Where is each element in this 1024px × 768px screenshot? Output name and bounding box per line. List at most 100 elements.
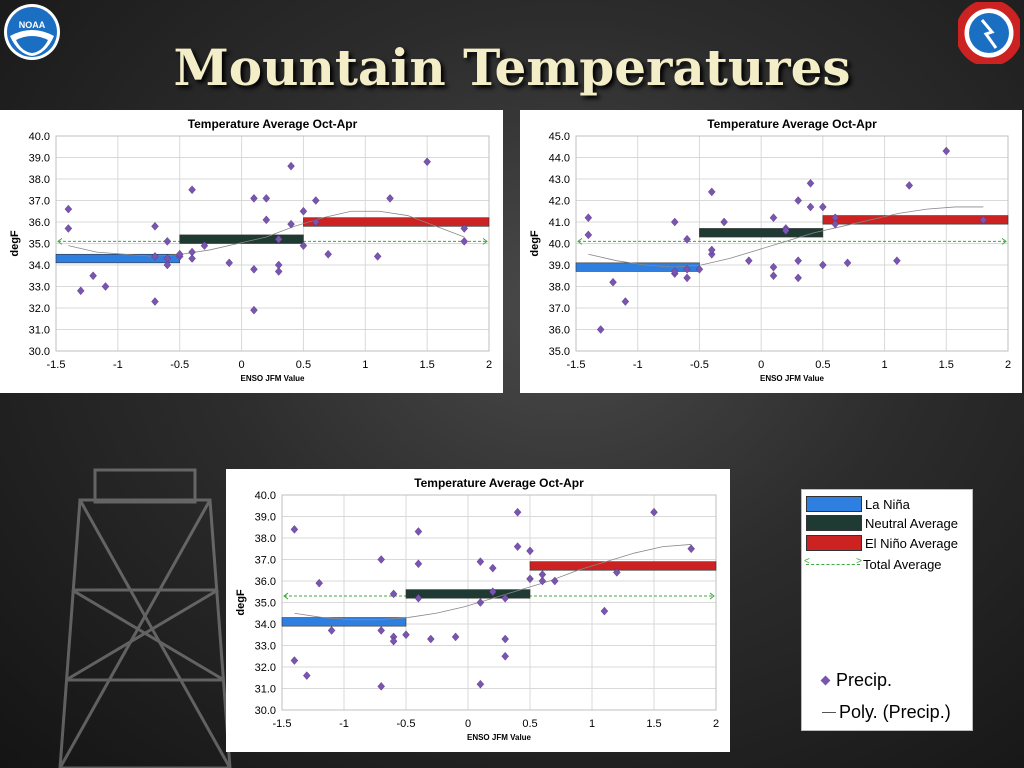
- slide-title: Mountain Temperatures: [173, 38, 851, 97]
- data-point: [389, 589, 398, 599]
- data-point: [414, 527, 423, 536]
- data-point: [489, 587, 497, 597]
- data-point: [794, 273, 802, 283]
- data-point: [250, 305, 258, 315]
- data-point: [893, 256, 901, 266]
- poly-trendline: [588, 206, 984, 268]
- y-tick-label: 30.0: [29, 346, 50, 358]
- y-tick-label: 40.0: [255, 490, 276, 502]
- legend-item-precip: Precip.: [820, 670, 892, 691]
- x-tick-label: 0: [239, 359, 245, 371]
- data-point: [151, 252, 159, 261]
- data-point: [175, 249, 184, 259]
- data-point: [188, 254, 196, 263]
- data-point: [670, 217, 679, 227]
- x-tick-label: 2: [713, 718, 719, 730]
- data-point: [806, 178, 815, 188]
- data-point: [708, 187, 716, 197]
- x-tick-label: 0.5: [522, 718, 537, 730]
- y-axis-label: degF: [9, 230, 21, 257]
- chart-title: Temperature Average Oct-Apr: [707, 117, 877, 131]
- data-point: [389, 636, 398, 646]
- y-tick-label: 37.0: [29, 196, 50, 208]
- chart-panel-bottom: Temperature Average Oct-Apr 30.0 31.0 32.0 3…: [226, 469, 730, 752]
- y-tick-label: 36.0: [255, 576, 276, 588]
- y-tick-label: 40.0: [549, 239, 570, 251]
- average-bar-la-nina: [281, 617, 407, 627]
- data-point: [905, 181, 914, 190]
- y-tick-label: 41.0: [549, 217, 570, 229]
- x-tick-label: 0: [758, 359, 764, 371]
- y-tick-label: 39.0: [29, 153, 50, 165]
- data-point: [151, 221, 159, 231]
- data-point: [708, 245, 716, 255]
- total-average-arrow-right: [709, 592, 715, 600]
- noaa-logo: NOAA: [4, 4, 60, 60]
- data-point: [460, 224, 469, 233]
- x-tick-label: 1.5: [419, 359, 434, 371]
- y-tick-label: 44.0: [549, 153, 570, 165]
- data-point: [695, 264, 704, 274]
- x-tick-label: -0.5: [690, 359, 709, 371]
- data-point: [683, 264, 691, 274]
- data-point: [274, 234, 283, 244]
- y-tick-label: 31.0: [29, 325, 50, 337]
- data-point: [596, 325, 605, 334]
- data-point: [377, 626, 385, 635]
- data-point: [794, 196, 802, 205]
- legend-swatch-el-nino: [806, 535, 862, 551]
- x-tick-label: -1: [113, 359, 123, 371]
- legend-label-neutral: Neutral Average: [865, 515, 958, 531]
- data-point: [613, 568, 621, 577]
- data-point: [303, 671, 311, 680]
- data-point: [151, 297, 159, 306]
- y-tick-label: 36.0: [29, 217, 50, 229]
- data-point: [299, 206, 308, 216]
- x-tick-label: 1: [362, 359, 368, 371]
- legend-item-el-nino: El Niño Average: [806, 534, 958, 552]
- data-point: [312, 217, 320, 227]
- data-point: [720, 217, 728, 227]
- chart-panel-top-left: Temperature Average Oct-Apr 30.0 31.0 32.0 3…: [0, 110, 503, 393]
- data-point: [650, 507, 658, 517]
- data-point: [250, 194, 258, 203]
- x-axis-label: ENSO JFM Value: [240, 374, 305, 383]
- chart-panel-top-right: Temperature Average Oct-Apr 35.0 36.0 37.0 3…: [520, 110, 1022, 393]
- chart-title: Temperature Average Oct-Apr: [188, 117, 358, 131]
- y-tick-label: 34.0: [255, 619, 276, 631]
- legend: La Niña Neutral Average El Niño Average …: [801, 489, 973, 731]
- data-point: [769, 271, 778, 281]
- y-tick-label: 36.0: [549, 325, 570, 337]
- x-tick-label: 1.5: [646, 718, 661, 730]
- data-point: [324, 249, 332, 259]
- y-axis-label: degF: [235, 589, 247, 616]
- data-point: [225, 258, 233, 268]
- data-point: [769, 213, 778, 223]
- data-point: [979, 215, 988, 225]
- data-point: [64, 204, 73, 214]
- total-average-arrow-right: [1001, 237, 1007, 245]
- data-point: [460, 237, 469, 246]
- y-tick-label: 33.0: [255, 641, 276, 653]
- average-bar-el-nino: [529, 561, 717, 571]
- data-point: [299, 241, 308, 250]
- data-point: [64, 224, 73, 233]
- total-average-arrow-left: [577, 237, 583, 245]
- data-point: [683, 273, 691, 283]
- legend-item-poly: Poly. (Precip.): [822, 702, 951, 723]
- data-point: [373, 252, 382, 261]
- y-tick-label: 39.0: [255, 512, 276, 524]
- chart-title: Temperature Average Oct-Apr: [414, 476, 584, 490]
- data-point: [274, 260, 283, 270]
- y-tick-label: 42.0: [549, 196, 570, 208]
- data-point: [262, 194, 271, 203]
- y-tick-label: 43.0: [549, 174, 570, 186]
- x-axis-label: ENSO JFM Value: [760, 374, 825, 383]
- data-point: [287, 161, 295, 171]
- average-bar-neutral: [405, 589, 531, 599]
- data-point: [806, 202, 815, 212]
- x-axis-label: ENSO JFM Value: [467, 733, 532, 742]
- data-point: [274, 267, 283, 276]
- plot-area: [575, 135, 1009, 352]
- x-tick-label: -1.5: [47, 359, 66, 371]
